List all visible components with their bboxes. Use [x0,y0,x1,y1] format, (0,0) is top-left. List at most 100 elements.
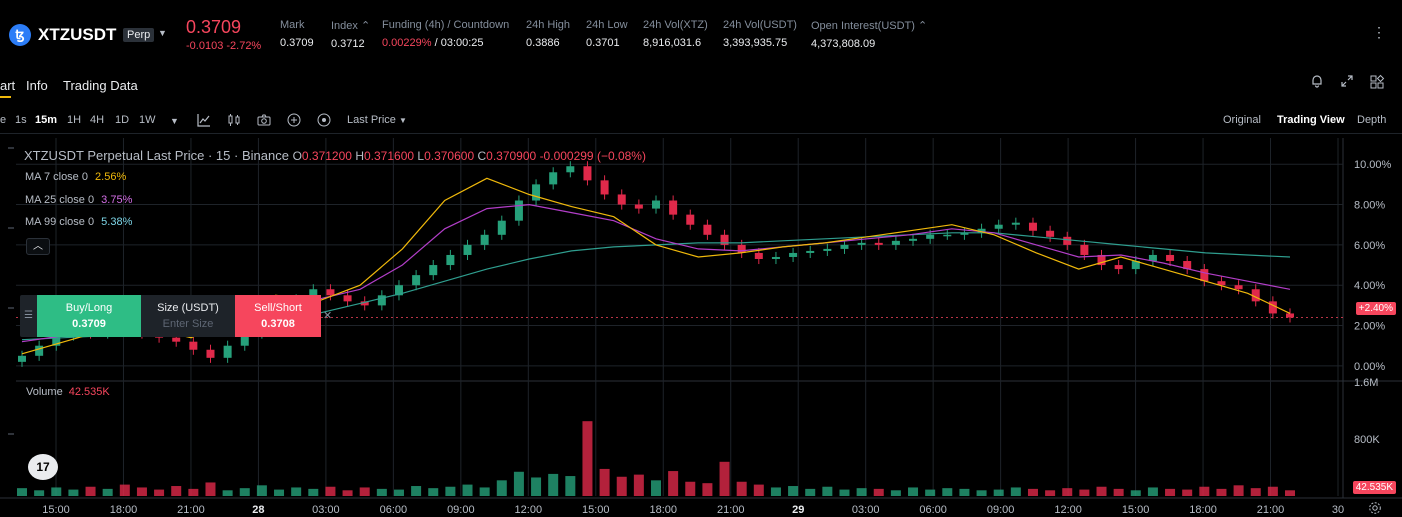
tab-chart[interactable]: art [0,78,16,93]
price-tick-label: 0.00% [1354,361,1385,373]
view-depth[interactable]: Depth [1357,114,1387,126]
volume-bar [274,489,285,496]
volume-value: 42.535K [68,386,110,398]
price-type-label: Last Price [347,114,396,126]
volume-bar [85,486,96,496]
interval-1d[interactable]: 1D [115,114,130,126]
sell-label: Sell/Short [254,302,302,314]
volume-bar [616,476,627,496]
buy-long-button[interactable]: Buy/Long 0.3709 [37,295,141,337]
volume-bar [308,488,319,496]
candle-body [891,240,900,245]
view-trading-view[interactable]: Trading View [1277,114,1345,126]
tab-trading-data[interactable]: Trading Data [63,78,138,93]
close-icon[interactable]: ✕ [323,310,333,322]
volume-bar [548,473,559,496]
candle-body [1183,261,1192,270]
tab-info[interactable]: Info [26,78,48,93]
sell-short-button[interactable]: Sell/Short 0.3708 [235,295,321,337]
volume-bar [479,487,490,496]
drag-handle-icon[interactable]: ☰ [24,310,33,321]
volume-bar [239,488,250,496]
symbol-dropdown-caret-icon[interactable]: ▼ [158,28,167,38]
candle-body [394,285,403,296]
buy-label: Buy/Long [65,302,113,314]
candle-body [326,289,335,296]
candle-body [566,166,575,173]
interval-1s[interactable]: 1s [15,114,27,126]
volume-tick-label: 1.6M [1354,377,1378,389]
active-tab-indicator [0,96,11,98]
interval-15m[interactable]: 15m [35,114,58,126]
price-tick-label: 10.00% [1354,159,1392,171]
view-original[interactable]: Original [1223,114,1261,126]
price-type-select[interactable]: Last Price ▼ [347,114,407,126]
ma25-legend[interactable]: MA 25 close 0 3.75% [25,194,132,206]
volume-bar [599,468,610,496]
candle-body [669,200,678,215]
ma-value: 5.38% [101,216,133,228]
candle-body [1234,285,1243,290]
stat-value: 0.3701 [586,37,620,49]
volume-bar [839,489,850,496]
camera-icon[interactable] [256,112,272,128]
more-icon[interactable]: ⋮ [1372,24,1386,40]
volume-bar [325,486,336,496]
volume-bar [1130,490,1141,496]
candlestick-chart[interactable]: 10.00% 8.00% 6.00% 4.00% 2.00% 0.00% 1.6M 800K [0,138,1402,517]
buy-price: 0.3709 [72,318,106,330]
collapse-legend-icon[interactable]: ︿ [26,238,50,255]
time-tick-label: 30 [1331,504,1345,516]
size-label: Size (USDT) [157,302,219,314]
ticker-header: ꜩ XTZUSDT Perp ▼ 0.3709 -0.0103 -2.72% M… [0,0,1402,68]
stat-24h-low: 24h Low 0.3701 [586,19,628,49]
legend-low: 0.370600 [424,149,475,163]
interval-1h[interactable]: 1H [67,114,82,126]
volume-bar [788,486,799,496]
candle-body [977,228,986,233]
volume-bar [822,486,833,496]
symbol-name[interactable]: XTZUSDT [38,25,117,44]
stat-label: 24h Low [586,19,628,31]
stat-mark: Mark 0.3709 [280,19,314,49]
volume-bar [1250,488,1261,496]
time-tick-label: 12:00 [1054,504,1082,516]
more-intervals-caret-icon[interactable]: ▼ [170,116,179,126]
legend-title: XTZUSDT Perpetual Last Price · 15 · Bina… [24,148,289,163]
price-tick-label: 8.00% [1354,200,1385,212]
stat-value: 3,393,935.75 [723,37,788,49]
time-tick-label: 18:00 [109,504,138,516]
volume-bar [1062,488,1073,496]
crosshair-icon[interactable] [316,112,332,128]
bell-icon[interactable] [1309,74,1325,90]
interval-partial[interactable]: e [0,114,7,126]
expand-icon[interactable] [1339,74,1355,90]
ma7-legend[interactable]: MA 7 close 0 2.56% [25,171,126,183]
interval-4h[interactable]: 4H [90,114,105,126]
add-indicator-icon[interactable] [286,112,302,128]
stat-open-interest[interactable]: Open Interest(USDT) ⌃ 4,373,808.09 [811,19,927,50]
candle-body [1268,301,1277,314]
ma-value: 3.75% [101,194,133,206]
size-input[interactable]: Size (USDT) Enter Size [141,295,235,337]
candle-body [617,194,626,205]
stat-label: 24h Vol(USDT) [723,19,797,31]
candle-body [686,214,695,225]
candle-body [1114,265,1123,270]
volume-bar [976,490,987,496]
interval-1w[interactable]: 1W [139,114,156,126]
layout-grid-icon[interactable] [1369,74,1385,90]
volume-bar [291,487,302,496]
candle-body [1131,261,1140,270]
ma99-legend[interactable]: MA 99 close 0 5.38% [25,216,132,228]
line-chart-icon[interactable] [196,112,212,128]
volume-bar [668,471,679,496]
funding-countdown: / 03:00:25 [431,37,484,49]
candles-icon[interactable] [226,112,242,128]
gear-icon[interactable] [1367,501,1383,517]
candle-body [1148,254,1157,262]
trading-chart[interactable]: 10.00% 8.00% 6.00% 4.00% 2.00% 0.00% 1.6M 800K … [0,138,1402,517]
stat-index[interactable]: Index ⌃ 0.3712 [331,19,370,50]
candle-body [514,200,523,221]
tradingview-logo-icon[interactable]: 17 [28,454,58,480]
